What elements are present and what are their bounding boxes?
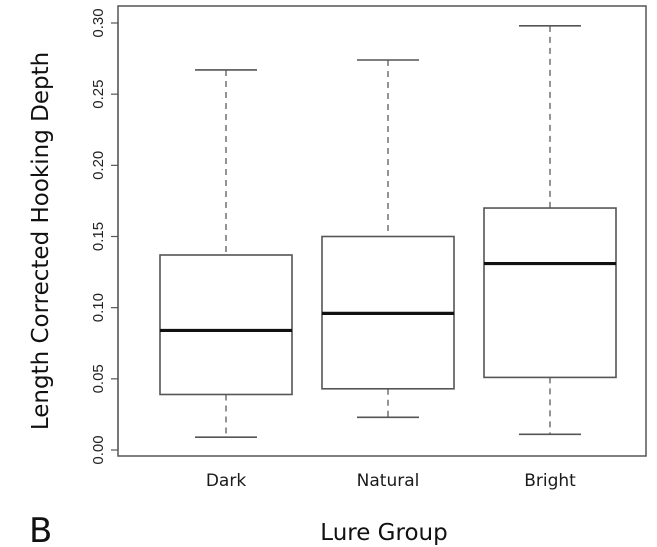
box-dark bbox=[159, 254, 293, 396]
panel-label: B bbox=[29, 511, 52, 547]
y-tick-label: 0.30 bbox=[90, 8, 107, 37]
y-tick-label: 0.25 bbox=[90, 80, 107, 109]
y-tick-label: 0.20 bbox=[90, 151, 107, 180]
y-tick-label: 0.05 bbox=[90, 364, 107, 393]
y-axis-ticks: 0.00 0.05 0.10 0.15 0.20 0.25 0.30 bbox=[90, 8, 118, 465]
y-tick-label: 0.00 bbox=[90, 435, 107, 464]
x-tick-label-bright: Bright bbox=[524, 471, 576, 491]
x-axis-title: Lure Group bbox=[320, 520, 447, 546]
box-bright bbox=[483, 207, 617, 379]
x-axis-tick-labels: Dark Natural Bright bbox=[206, 471, 576, 491]
y-tick-label: 0.15 bbox=[90, 222, 107, 251]
y-axis-title: Length Corrected Hooking Depth bbox=[28, 52, 54, 430]
y-tick-label: 0.10 bbox=[90, 293, 107, 322]
x-tick-label-natural: Natural bbox=[357, 471, 420, 491]
x-tick-label-dark: Dark bbox=[206, 471, 246, 491]
boxes-group bbox=[159, 25, 617, 438]
